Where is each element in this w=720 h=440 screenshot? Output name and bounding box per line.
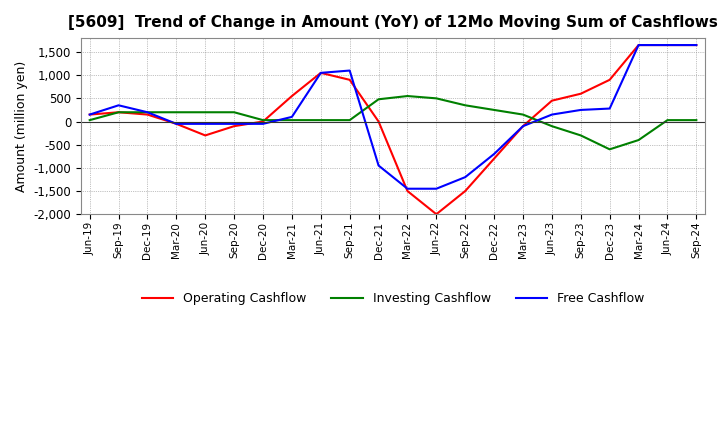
Free Cashflow [663,42,672,48]
Operating Cashflow [230,124,238,129]
Free Cashflow [230,121,238,126]
Free Cashflow [172,121,181,126]
Free Cashflow [432,186,441,191]
Operating Cashflow [374,119,383,124]
Operating Cashflow [490,156,498,161]
Investing Cashflow [172,110,181,115]
Free Cashflow [258,121,267,126]
Investing Cashflow [143,110,152,115]
Free Cashflow [577,107,585,113]
Free Cashflow [692,42,701,48]
Operating Cashflow [86,112,94,117]
Investing Cashflow [461,103,469,108]
Investing Cashflow [577,133,585,138]
Investing Cashflow [374,97,383,102]
Y-axis label: Amount (million yen): Amount (million yen) [15,61,28,192]
Operating Cashflow [258,119,267,124]
Free Cashflow [287,114,296,120]
Free Cashflow [490,151,498,157]
Line: Free Cashflow: Free Cashflow [90,45,696,189]
Line: Operating Cashflow: Operating Cashflow [90,45,696,214]
Operating Cashflow [634,42,643,48]
Operating Cashflow [461,188,469,194]
Investing Cashflow [432,96,441,101]
Free Cashflow [548,112,557,117]
Operating Cashflow [287,93,296,99]
Operating Cashflow [518,124,527,129]
Investing Cashflow [346,117,354,123]
Investing Cashflow [258,117,267,123]
Legend: Operating Cashflow, Investing Cashflow, Free Cashflow: Operating Cashflow, Investing Cashflow, … [137,287,649,310]
Free Cashflow [317,70,325,76]
Investing Cashflow [287,117,296,123]
Free Cashflow [518,124,527,129]
Operating Cashflow [172,121,181,126]
Title: [5609]  Trend of Change in Amount (YoY) of 12Mo Moving Sum of Cashflows: [5609] Trend of Change in Amount (YoY) o… [68,15,718,30]
Investing Cashflow [518,112,527,117]
Free Cashflow [143,110,152,115]
Free Cashflow [86,112,94,117]
Free Cashflow [201,121,210,126]
Operating Cashflow [114,110,123,115]
Operating Cashflow [663,42,672,48]
Investing Cashflow [548,124,557,129]
Free Cashflow [403,186,412,191]
Free Cashflow [606,106,614,111]
Free Cashflow [634,42,643,48]
Free Cashflow [114,103,123,108]
Investing Cashflow [201,110,210,115]
Operating Cashflow [403,188,412,194]
Investing Cashflow [317,117,325,123]
Investing Cashflow [86,117,94,123]
Investing Cashflow [114,110,123,115]
Investing Cashflow [403,93,412,99]
Operating Cashflow [432,212,441,217]
Operating Cashflow [692,42,701,48]
Line: Investing Cashflow: Investing Cashflow [90,96,696,149]
Operating Cashflow [548,98,557,103]
Free Cashflow [374,163,383,168]
Free Cashflow [346,68,354,73]
Operating Cashflow [346,77,354,82]
Investing Cashflow [490,107,498,113]
Investing Cashflow [634,137,643,143]
Investing Cashflow [230,110,238,115]
Operating Cashflow [317,70,325,76]
Free Cashflow [461,175,469,180]
Operating Cashflow [577,91,585,96]
Operating Cashflow [201,133,210,138]
Operating Cashflow [606,77,614,82]
Operating Cashflow [143,112,152,117]
Investing Cashflow [606,147,614,152]
Investing Cashflow [663,117,672,123]
Investing Cashflow [692,117,701,123]
